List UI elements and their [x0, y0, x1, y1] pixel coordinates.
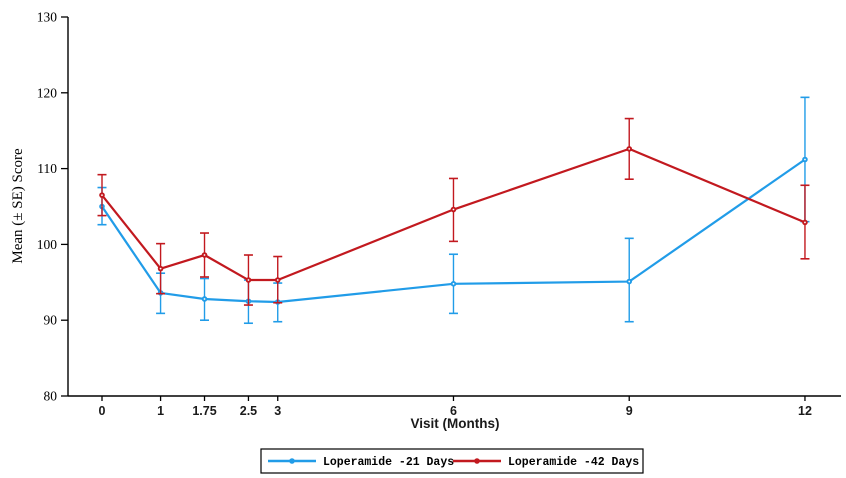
x-tick-label: 9 [626, 404, 633, 418]
data-point-marker-center [452, 208, 455, 211]
legend-label: Loperamide -42 Days [508, 456, 639, 469]
x-tick-label: 1.75 [192, 404, 216, 418]
data-point-marker-center [628, 280, 631, 283]
x-tick-label: 12 [798, 404, 812, 418]
y-axis-title: Mean (± SE) Score [10, 148, 26, 264]
y-tick-label: 110 [37, 161, 57, 176]
data-point-marker-center [452, 282, 455, 285]
legend-swatch-marker [474, 458, 480, 464]
series-42-days [97, 117, 810, 306]
x-tick-label: 2.5 [240, 404, 257, 418]
legend-box [260, 448, 644, 474]
data-point-marker-center [203, 254, 206, 256]
data-point-marker-center [247, 279, 250, 281]
legend-label: Loperamide -21 Days [323, 456, 454, 469]
series-line [101, 147, 806, 282]
legend-swatch-marker [289, 458, 295, 464]
data-point-marker-center [804, 158, 806, 161]
y-tick-label: 100 [37, 237, 58, 252]
x-axis-title: Visit (Months) [411, 416, 500, 431]
data-point-marker-center [101, 194, 103, 197]
x-tick-label: 0 [99, 404, 106, 418]
data-point-marker-center [804, 221, 806, 224]
x-tick-label: 6 [450, 404, 457, 418]
data-point-marker-center [628, 147, 631, 150]
y-tick-label: 90 [44, 313, 58, 328]
data-point-marker-center [276, 279, 279, 281]
series-line [101, 158, 806, 304]
y-tick-label: 120 [37, 85, 58, 100]
data-point-marker-center [159, 267, 162, 270]
y-tick-label: 130 [37, 10, 58, 25]
y-tick-label: 80 [44, 389, 58, 404]
x-tick-label: 1 [157, 404, 164, 418]
x-tick-label: 3 [274, 404, 281, 418]
data-point-marker-center [203, 298, 206, 300]
